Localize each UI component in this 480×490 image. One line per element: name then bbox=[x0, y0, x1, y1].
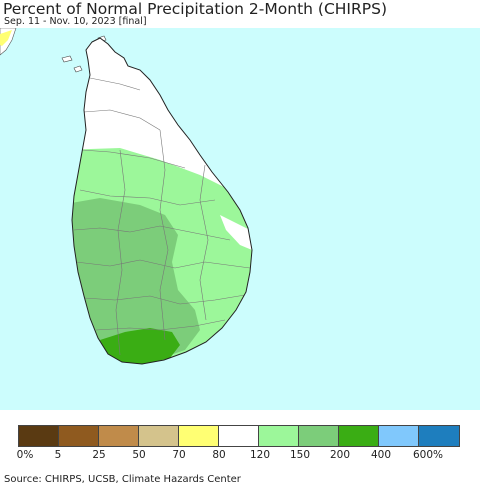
legend-tick-label: 80 bbox=[212, 449, 226, 461]
legend-tick-label: 5 bbox=[54, 449, 62, 461]
legend-swatch bbox=[219, 426, 259, 446]
legend-swatch bbox=[259, 426, 299, 446]
class-80-120-east bbox=[220, 215, 252, 250]
legend-swatch bbox=[419, 426, 459, 446]
legend-swatch bbox=[19, 426, 59, 446]
legend-swatch bbox=[139, 426, 179, 446]
island-shape bbox=[61, 55, 73, 63]
district-boundaries bbox=[73, 77, 251, 356]
legend-swatch bbox=[379, 426, 419, 446]
legend-tick-label: 200 bbox=[329, 449, 351, 461]
legend-tick-label: 25 bbox=[92, 449, 106, 461]
legend-tick-label: 50 bbox=[132, 449, 146, 461]
sri-lanka-coastline bbox=[71, 37, 253, 365]
color-legend bbox=[18, 425, 460, 447]
legend-tick-label: 70 bbox=[172, 449, 186, 461]
legend-swatch bbox=[179, 426, 219, 446]
legend-tick-label: 400 bbox=[370, 449, 392, 461]
legend-swatch bbox=[99, 426, 139, 446]
source-credit: Source: CHIRPS, UCSB, Climate Hazards Ce… bbox=[4, 474, 241, 485]
date-range-subtitle: Sep. 11 - Nov. 10, 2023 [final] bbox=[4, 16, 147, 27]
legend-tick-label: 150 bbox=[289, 449, 311, 461]
legend-swatch bbox=[299, 426, 339, 446]
legend-tick-label: 120 bbox=[249, 449, 271, 461]
legend-tick-label: 0% bbox=[16, 449, 34, 461]
legend-tick-label: 600% bbox=[412, 449, 444, 461]
island-shape bbox=[73, 65, 83, 73]
precipitation-classes bbox=[72, 38, 252, 364]
page-title: Percent of Normal Precipitation 2-Month … bbox=[3, 0, 387, 18]
legend-swatch bbox=[339, 426, 379, 446]
map-svg bbox=[0, 28, 253, 365]
india-below-normal-patch bbox=[0, 30, 12, 46]
class-200-400 bbox=[100, 328, 180, 364]
class-150-200 bbox=[72, 198, 200, 362]
legend-swatch bbox=[59, 426, 99, 446]
precipitation-map bbox=[0, 28, 480, 410]
